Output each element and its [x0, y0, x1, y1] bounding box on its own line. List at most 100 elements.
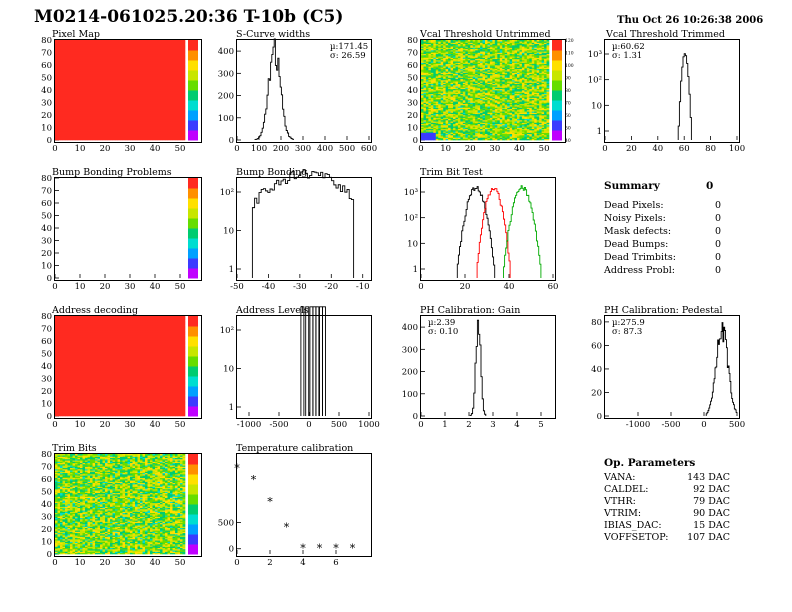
heatmap-cell — [167, 82, 171, 85]
heatmap-cell — [115, 45, 118, 47]
heatmap-cell — [480, 132, 483, 135]
heatmap-cell — [97, 42, 101, 45]
heatmap-cell — [165, 47, 168, 50]
heatmap-cell — [57, 75, 61, 77]
heatmap-cell — [157, 68, 161, 71]
heatmap-cell — [175, 120, 178, 122]
heatmap-cell — [167, 48, 171, 51]
heatmap-cell — [120, 122, 123, 125]
heatmap-cell — [440, 123, 444, 126]
heatmap-cell — [165, 131, 168, 133]
heatmap-cell — [489, 127, 493, 130]
heatmap-cell — [112, 80, 116, 82]
heatmap-cell — [87, 88, 91, 91]
heatmap-cell — [170, 108, 173, 111]
heatmap-cell — [536, 136, 540, 138]
heatmap-cell — [117, 137, 121, 140]
heatmap-cell — [430, 135, 434, 137]
heatmap-cell — [85, 121, 88, 123]
heatmap-cell — [62, 67, 66, 70]
heatmap-cell — [175, 92, 178, 95]
heatmap-cell — [77, 82, 81, 85]
heatmap-cell — [177, 117, 181, 120]
heatmap-cell — [107, 125, 111, 127]
heatmap-cell — [472, 138, 476, 141]
heatmap-cell — [117, 85, 121, 87]
heatmap-cell — [531, 133, 535, 136]
heatmap-cell — [135, 126, 138, 128]
heatmap-cell — [95, 126, 98, 128]
heatmap-cell — [80, 90, 83, 92]
heatmap-cell — [115, 82, 118, 85]
heatmap-cell — [462, 122, 466, 125]
heatmap-cell — [75, 52, 78, 55]
heatmap-cell — [57, 52, 61, 55]
heatmap-cell — [57, 47, 61, 50]
heatmap-cell — [102, 133, 106, 136]
heatmap-cell — [85, 113, 88, 116]
heatmap-cell — [57, 46, 61, 48]
heatmap-cell — [60, 112, 63, 115]
heatmap-cell — [137, 65, 141, 67]
heatmap-cell — [147, 120, 151, 122]
heatmap-cell — [77, 92, 81, 95]
heatmap-cell — [519, 136, 523, 138]
heatmap-cell — [489, 131, 493, 133]
heatmap-cell — [170, 128, 173, 131]
heatmap-cell — [142, 115, 146, 117]
heatmap-cell — [97, 133, 101, 136]
heatmap-cell — [130, 55, 133, 57]
heatmap-cell — [102, 120, 106, 122]
heatmap-cell — [70, 78, 73, 81]
heatmap-cell — [127, 75, 131, 77]
heatmap-cell — [519, 138, 523, 141]
heatmap-cell — [80, 138, 83, 141]
heatmap-cell — [120, 53, 123, 56]
heatmap-cell — [167, 52, 171, 55]
heatmap-cell — [120, 52, 123, 55]
heatmap-cell — [90, 47, 93, 50]
heatmap-cell — [107, 126, 111, 128]
heatmap-cell — [57, 132, 61, 135]
heatmap-cell — [544, 132, 547, 135]
heatmap-cell — [155, 87, 158, 90]
heatmap-cell — [157, 91, 161, 93]
heatmap-cell — [57, 81, 61, 83]
heatmap-cell — [142, 51, 146, 53]
heatmap-cell — [92, 52, 96, 55]
heatmap-cell — [170, 70, 173, 72]
heatmap-cell — [175, 108, 178, 111]
heatmap-cell — [120, 93, 123, 96]
heatmap-cell — [60, 56, 63, 58]
heatmap-cell — [175, 91, 178, 93]
heatmap-cell — [127, 81, 131, 83]
heatmap-cell — [489, 126, 493, 128]
heatmap-cell — [115, 112, 118, 115]
heatmap-cell — [57, 92, 61, 95]
heatmap-cell — [433, 138, 437, 141]
heatmap-cell — [145, 130, 148, 132]
heatmap-cell — [137, 106, 141, 108]
heatmap-cell — [62, 96, 66, 98]
heatmap-cell — [130, 122, 133, 125]
heatmap-cell — [182, 41, 186, 43]
heatmap-cell — [167, 46, 171, 48]
heatmap-cell — [77, 95, 81, 97]
heatmap-cell — [137, 68, 141, 71]
heatmap-cell — [85, 82, 88, 85]
heatmap-cell — [57, 73, 61, 76]
heatmap-cell — [105, 48, 108, 51]
heatmap-cell — [142, 130, 146, 132]
heatmap-cell — [147, 100, 151, 102]
heatmap-cell — [182, 100, 186, 102]
heatmap-cell — [107, 86, 111, 88]
heatmap-cell — [162, 81, 166, 83]
heatmap-cell — [162, 67, 166, 70]
heatmap-cell — [127, 88, 131, 91]
plot-frame: 0 100 200 300 400 500 600 0 100 200 300 400 µ:171.45… — [218, 38, 377, 154]
heatmap-cell — [172, 103, 176, 106]
heatmap-cell — [72, 52, 76, 55]
heatmap-cell — [127, 67, 131, 70]
heatmap-cell — [147, 73, 151, 76]
heatmap-cell — [544, 123, 547, 126]
